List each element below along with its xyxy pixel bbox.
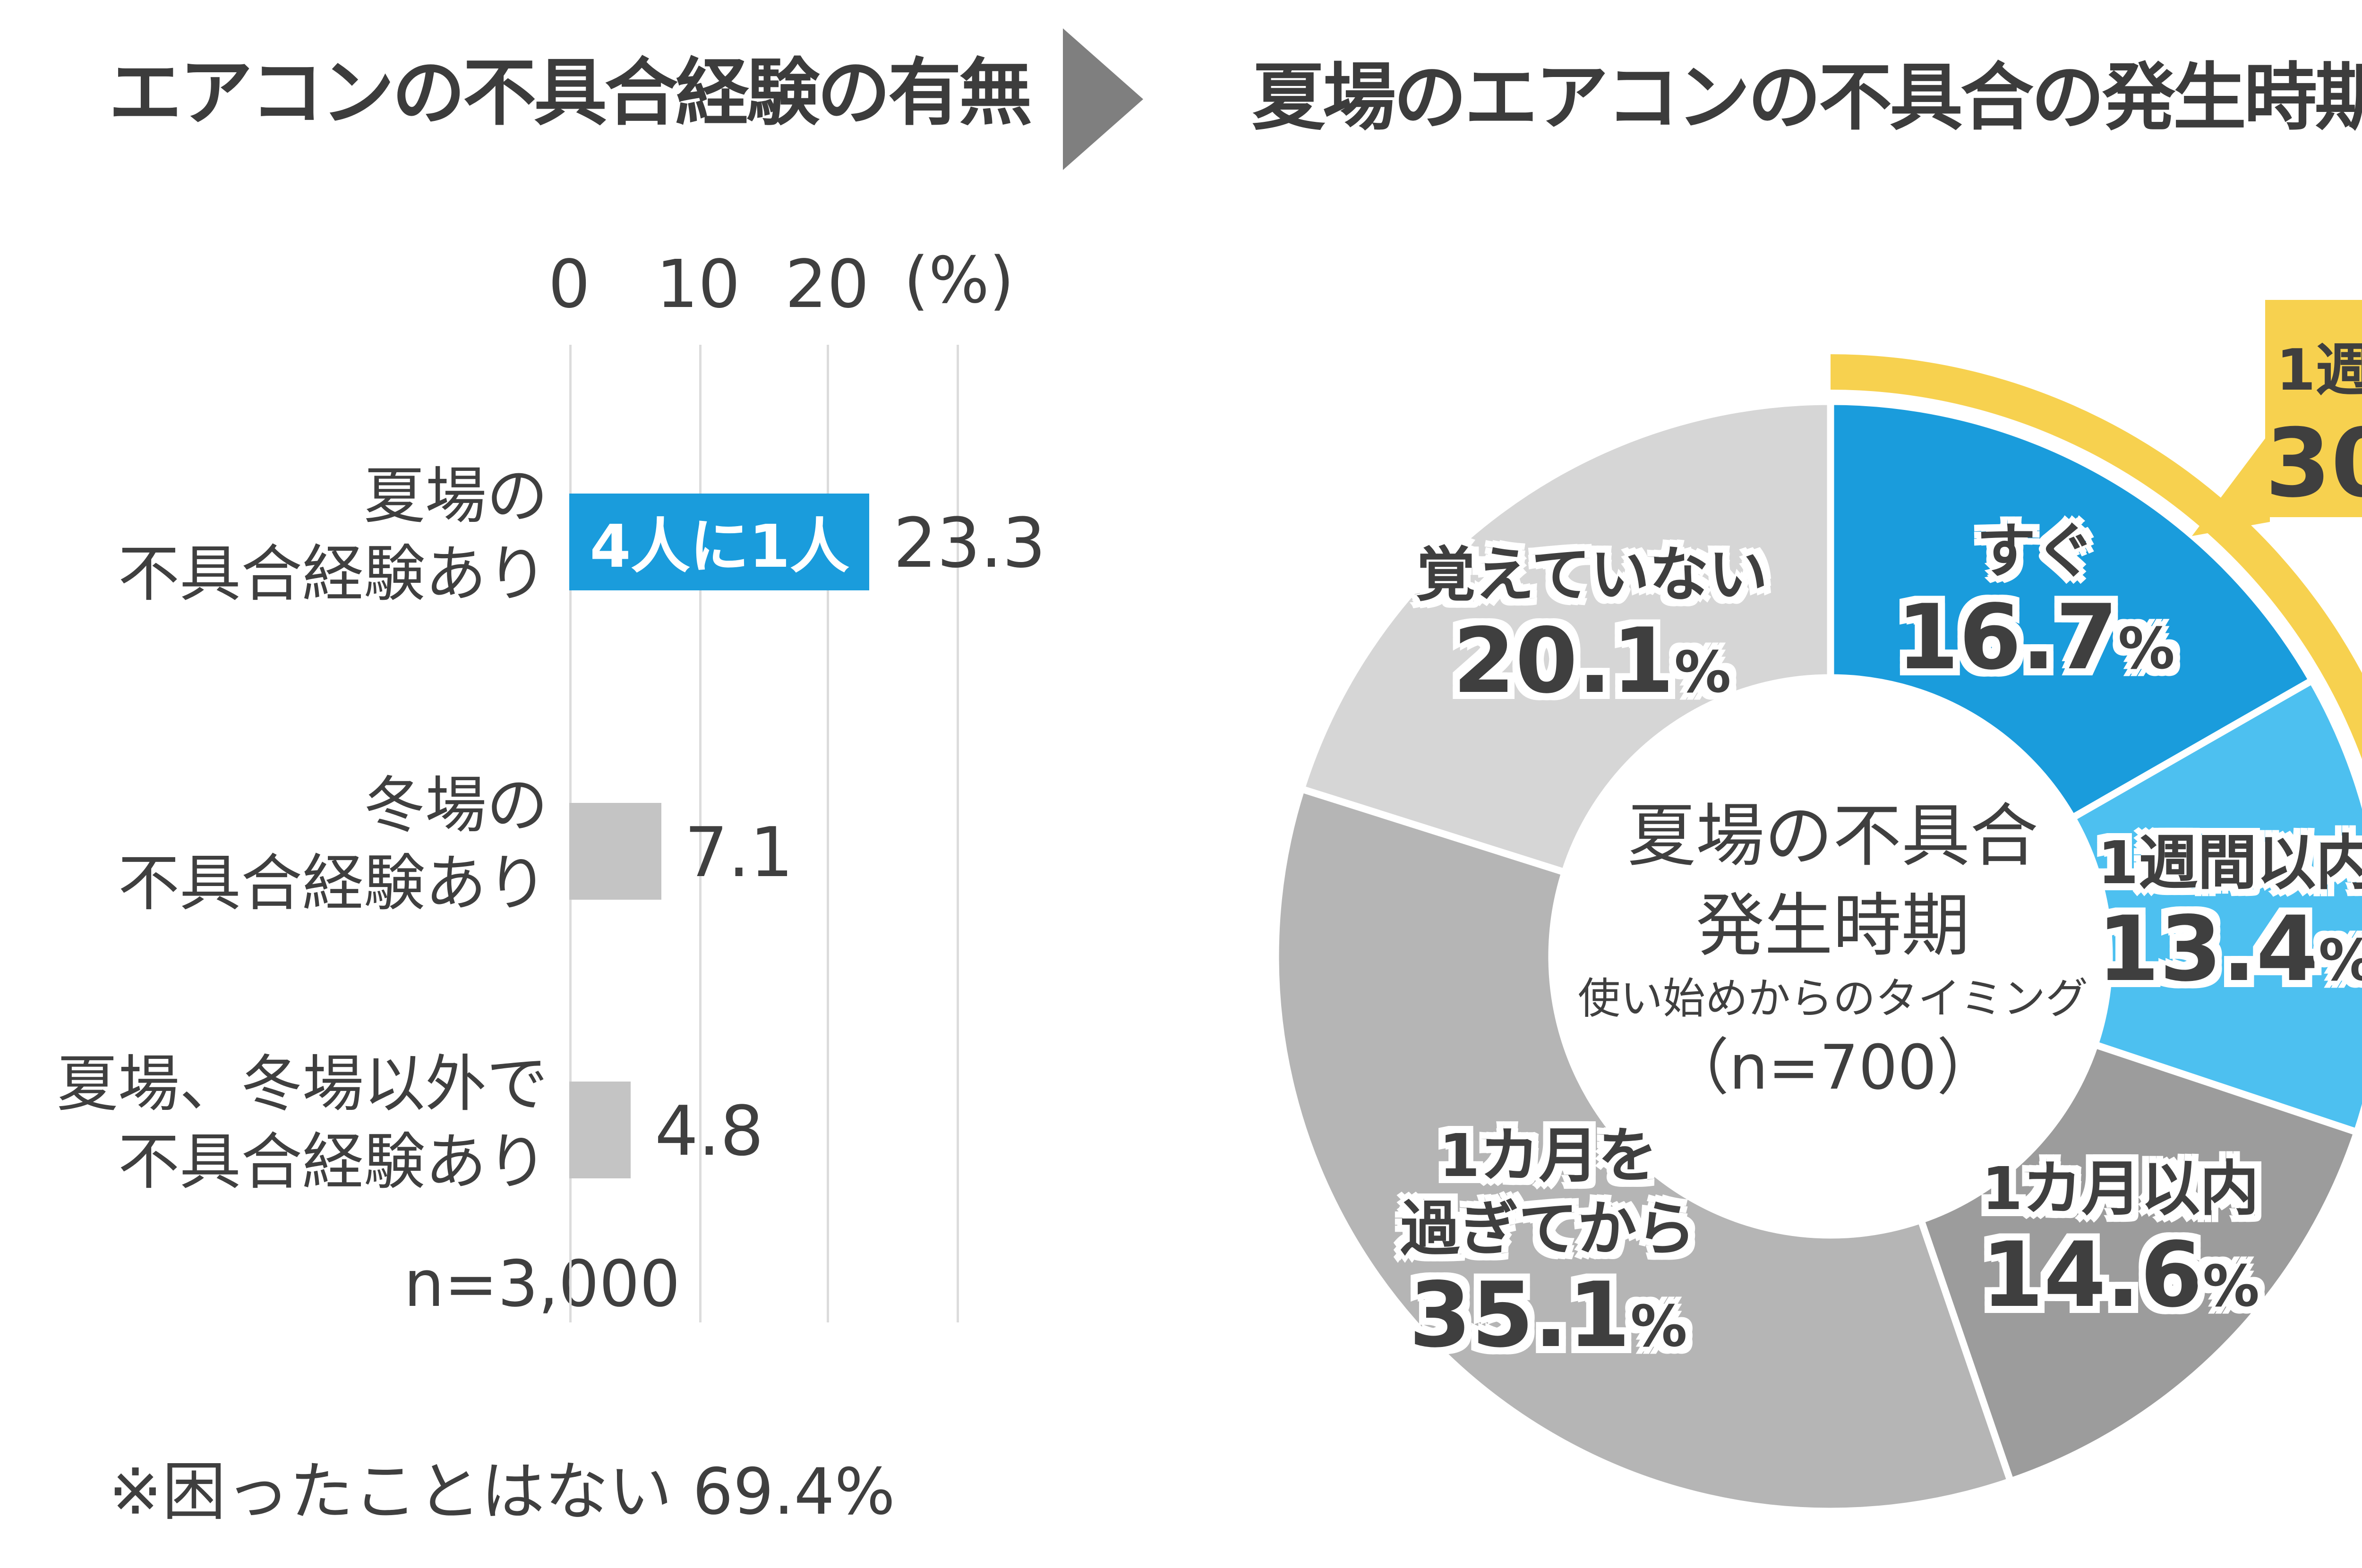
- left-gridline: [827, 345, 830, 1322]
- callout-label: 1週間以内: [2276, 338, 2362, 404]
- left-chart-title: エアコンの不具合経験の有無: [109, 52, 1032, 137]
- arrow-right-icon-1: [1063, 28, 1143, 170]
- left-bar-0: 4人に1人: [569, 494, 870, 590]
- donut-segment-label-0: すぐ 16.7%: [1896, 516, 2175, 690]
- donut-segment-label-2: 1カ月以内 14.6%: [1981, 1154, 2259, 1327]
- left-bar-value-1: 7.1: [684, 812, 794, 893]
- donut-center-line2: 発生時期: [1695, 885, 1970, 965]
- donut-center-subtitle: 使い始めからのタイミング: [1578, 976, 2088, 1026]
- highlight-arc: [1831, 354, 2362, 759]
- donut-segment-label-4: 覚えていない 20.1%: [1416, 540, 1768, 714]
- left-bar-category-0: 夏場の 不具合経験あり: [118, 461, 548, 613]
- left-x-tick: 0: [548, 246, 590, 324]
- left-x-tick: 20: [785, 246, 869, 324]
- left-bar-2: [569, 1082, 632, 1178]
- donut-center-line1: 夏場の不具合: [1627, 796, 2038, 876]
- left-sample-size: n=3,000: [403, 1249, 680, 1322]
- left-gridline: [956, 345, 959, 1322]
- left-bar-1: [569, 803, 661, 900]
- left-axis-unit: (%): [904, 246, 1014, 319]
- donut-segment-2: [1916, 1040, 2362, 1486]
- donut-center-label: 夏場の不具合 発生時期 使い始めからのタイミング （n=700）: [1547, 793, 2119, 1113]
- donut-segment-0: [1827, 398, 2317, 823]
- left-bar-category-1: 冬場の 不具合経験あり: [118, 771, 548, 922]
- bar-annotation: 4人に1人: [590, 511, 849, 580]
- middle-chart-title: 夏場のエアコンの不具合の発生時期: [1252, 57, 2362, 142]
- callout-value: 30.1: [2265, 411, 2362, 520]
- one-week-callout: 1週間以内 30.1%: [2265, 300, 2362, 520]
- left-bar-category-2: 夏場、冬場以外で 不具合経験あり: [56, 1049, 548, 1201]
- defect-timing-donut-chart: [1272, 354, 2362, 1515]
- donut-segment-1: [2067, 675, 2362, 1137]
- left-x-tick: 10: [656, 246, 741, 324]
- left-bar-value-0: 23.3: [893, 503, 1046, 583]
- callout-value-row: 30.1%: [2265, 411, 2362, 520]
- donut-segment-3: [1272, 784, 2015, 1515]
- left-bar-value-2: 4.8: [655, 1091, 764, 1171]
- left-gridline: [698, 345, 701, 1322]
- callout-tail: [2192, 432, 2270, 536]
- donut-segment-label-3: 1カ月を 過ぎてから 35.1%: [1400, 1121, 1696, 1368]
- left-footnote: ※困ったことはない 69.4%: [109, 1457, 895, 1530]
- donut-sample-size: （n=700）: [1668, 1035, 1998, 1107]
- donut-segment-4: [1297, 398, 1834, 877]
